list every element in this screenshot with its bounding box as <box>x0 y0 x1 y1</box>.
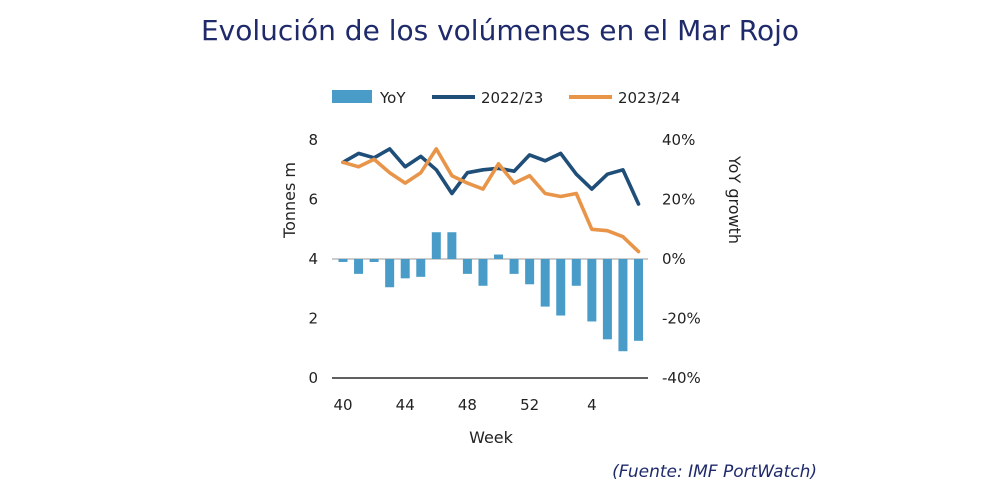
y-axis-label: Tonnes m <box>280 162 299 239</box>
yoy-bar <box>354 259 364 274</box>
legend-label-2023: 2023/24 <box>618 89 680 107</box>
y-tick-label: 2 <box>308 310 318 328</box>
yoy-bar <box>494 254 504 259</box>
x-axis-ticks: 40 44 48 52 4 <box>333 396 596 414</box>
yoy-bar <box>556 259 566 316</box>
legend-swatch-yoy <box>332 90 372 103</box>
page-title: Evolución de los volúmenes en el Mar Roj… <box>200 14 800 47</box>
y2-tick-label: -40% <box>662 369 701 387</box>
yoy-bar <box>602 259 612 340</box>
yoy-bar <box>540 259 550 307</box>
yoy-bar <box>416 259 426 277</box>
plot-area <box>332 147 648 379</box>
legend-label-2022: 2022/23 <box>481 89 543 107</box>
y-tick-label: 0 <box>308 369 318 387</box>
x-tick-label: 40 <box>333 396 352 414</box>
yoy-bar <box>478 259 488 286</box>
yoy-bar <box>525 259 535 285</box>
y2-tick-label: -20% <box>662 310 701 328</box>
yoy-bar <box>385 259 395 288</box>
x-tick-label: 44 <box>396 396 415 414</box>
y-tick-label: 4 <box>308 250 318 268</box>
y2-axis-label: YoY growth <box>725 155 744 244</box>
x-tick-label: 48 <box>458 396 477 414</box>
right-axis-ticks: -40% -20% 0% 20% 40% <box>662 131 701 387</box>
yoy-bar <box>462 259 472 274</box>
yoy-bar <box>509 259 519 274</box>
y2-tick-label: 20% <box>662 191 695 209</box>
y-tick-label: 6 <box>308 191 318 209</box>
yoy-bar <box>431 232 441 259</box>
yoy-bar <box>634 259 643 341</box>
source-note: (Fuente: IMF PortWatch) <box>612 462 817 482</box>
yoy-bar <box>369 259 379 262</box>
yoy-bar <box>400 259 410 279</box>
x-tick-label: 4 <box>587 396 597 414</box>
legend-label-yoy: YoY <box>379 89 406 107</box>
series-line-2023-24 <box>341 147 641 254</box>
x-axis-label: Week <box>469 428 514 447</box>
series-line-2022-23 <box>341 147 641 206</box>
left-axis-ticks: 0 2 4 6 8 <box>308 131 318 387</box>
yoy-bar <box>571 259 581 286</box>
yoy-bar <box>618 259 628 352</box>
yoy-bar <box>587 259 597 322</box>
y2-tick-label: 0% <box>662 250 686 268</box>
y2-tick-label: 40% <box>662 131 695 149</box>
legend: YoY 2022/23 2023/24 <box>332 89 680 107</box>
y-tick-label: 8 <box>308 131 318 149</box>
yoy-bar <box>447 232 457 259</box>
x-tick-label: 52 <box>520 396 539 414</box>
yoy-bar <box>338 259 348 262</box>
